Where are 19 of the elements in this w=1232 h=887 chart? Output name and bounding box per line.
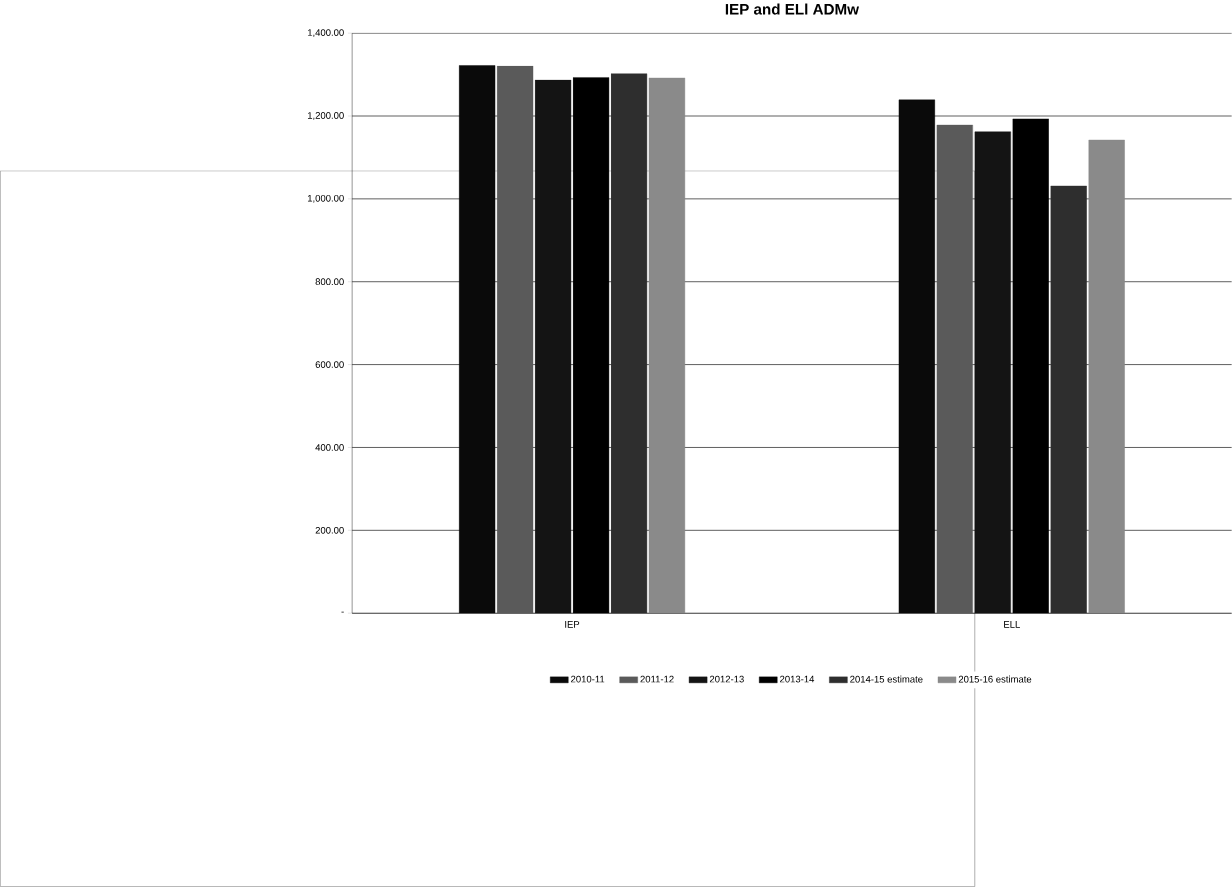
y-tick-label: 200.00: [315, 526, 344, 534]
y-tick-label: 1,200.00: [307, 112, 344, 120]
y-tick-label: 1,400.00: [307, 29, 344, 38]
y-tick-label: -: [341, 611, 344, 613]
y-tick-label: 600.00: [315, 361, 344, 368]
legend-label: 2011-12: [640, 675, 674, 683]
chart-title: IEP and ELl ADMw: [725, 3, 860, 15]
x-tick-label: ELL: [1004, 621, 1020, 628]
legend-label: 2010-11: [571, 675, 605, 683]
legend-label: 2012-13: [709, 675, 744, 683]
x-tick-label: IEP: [565, 621, 580, 628]
y-tick-label: 800.00: [315, 278, 344, 286]
bar: [1050, 185, 1087, 614]
bar: [610, 73, 648, 614]
legend-label: 2015-16 estimate: [958, 675, 1032, 683]
legend-label: 2013-14: [780, 675, 815, 683]
legend-label: 2014-15 estimate: [850, 675, 923, 683]
y-tick-label: 1,000.00: [307, 194, 344, 203]
y-tick-label: 400.00: [315, 444, 344, 451]
